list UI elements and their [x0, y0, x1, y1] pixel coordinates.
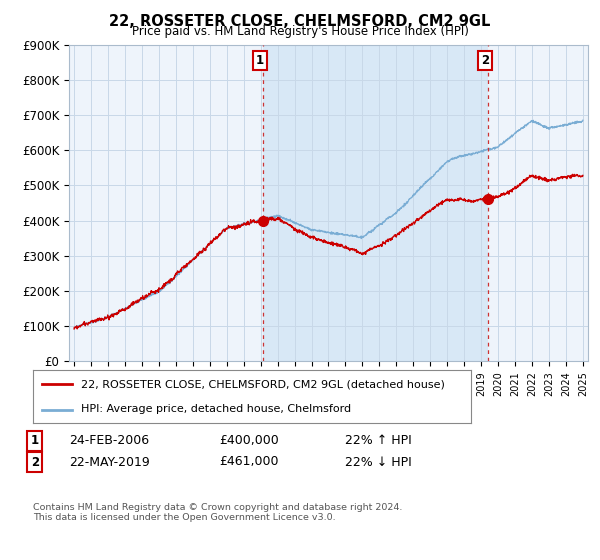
- Text: Price paid vs. HM Land Registry's House Price Index (HPI): Price paid vs. HM Land Registry's House …: [131, 25, 469, 38]
- Text: 1: 1: [31, 434, 39, 447]
- Text: 2: 2: [31, 455, 39, 469]
- Text: Contains HM Land Registry data © Crown copyright and database right 2024.
This d: Contains HM Land Registry data © Crown c…: [33, 503, 403, 522]
- Text: £400,000: £400,000: [219, 434, 279, 447]
- Text: 22, ROSSETER CLOSE, CHELMSFORD, CM2 9GL: 22, ROSSETER CLOSE, CHELMSFORD, CM2 9GL: [109, 14, 491, 29]
- Text: HPI: Average price, detached house, Chelmsford: HPI: Average price, detached house, Chel…: [81, 404, 352, 414]
- Text: 24-FEB-2006: 24-FEB-2006: [69, 434, 149, 447]
- Text: £461,000: £461,000: [219, 455, 278, 469]
- Text: 1: 1: [256, 54, 264, 67]
- Text: 22% ↓ HPI: 22% ↓ HPI: [345, 455, 412, 469]
- Text: 22% ↑ HPI: 22% ↑ HPI: [345, 434, 412, 447]
- Text: 22, ROSSETER CLOSE, CHELMSFORD, CM2 9GL (detached house): 22, ROSSETER CLOSE, CHELMSFORD, CM2 9GL …: [81, 380, 445, 390]
- Bar: [263, 45, 488, 361]
- Text: 22-MAY-2019: 22-MAY-2019: [69, 455, 150, 469]
- Text: 2: 2: [481, 54, 489, 67]
